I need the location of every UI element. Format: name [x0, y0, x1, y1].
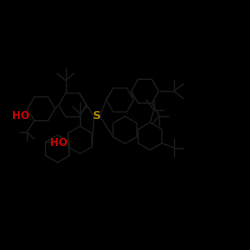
Text: S: S [92, 111, 100, 121]
Text: HO: HO [50, 138, 68, 147]
Text: HO: HO [12, 111, 29, 121]
